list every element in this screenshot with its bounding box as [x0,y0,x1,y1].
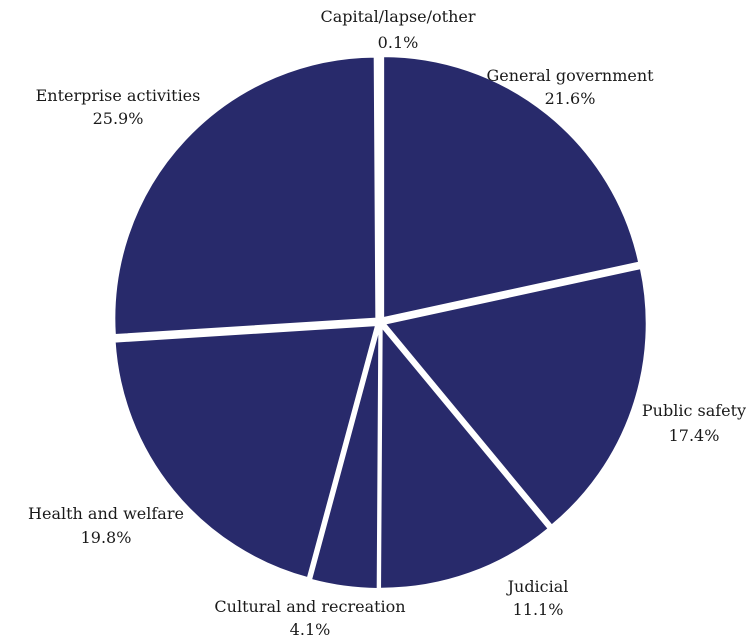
slice-value-health-and-welfare: 19.8% [81,528,132,547]
pie-slice-public-safety [383,267,648,527]
slice-value-enterprise-activities: 25.9% [93,109,144,128]
slice-label-public-safety: Public safety [642,401,746,420]
slice-label-judicial: Judicial [506,577,569,596]
slice-label-enterprise-activities: Enterprise activities [36,86,201,105]
pie-slice-enterprise-activities [113,55,378,337]
slice-value-cultural-and-recreation: 4.1% [290,620,331,639]
pie-slices [113,54,648,590]
slice-label-general-government: General government [486,66,654,85]
pie-slice-cultural-and-recreation [309,325,381,590]
pie-slice-general-government [382,55,641,320]
slice-value-judicial: 11.1% [513,600,564,619]
slice-value-public-safety: 17.4% [669,426,720,445]
pie-labels: General government 21.6% Public safety 17.4… [28,7,746,639]
slice-value-capital-lapse-other: 0.1% [378,33,419,52]
slice-label-cultural-and-recreation: Cultural and recreation [214,597,405,616]
slice-label-capital-lapse-other: Capital/lapse/other [320,7,475,26]
pie-slice-judicial [379,325,550,590]
pie-slice-health-and-welfare [113,324,378,580]
slice-value-general-government: 21.6% [545,89,596,108]
pie-slice-capital-lapse-other [377,54,381,318]
slice-label-health-and-welfare: Health and welfare [28,504,184,523]
